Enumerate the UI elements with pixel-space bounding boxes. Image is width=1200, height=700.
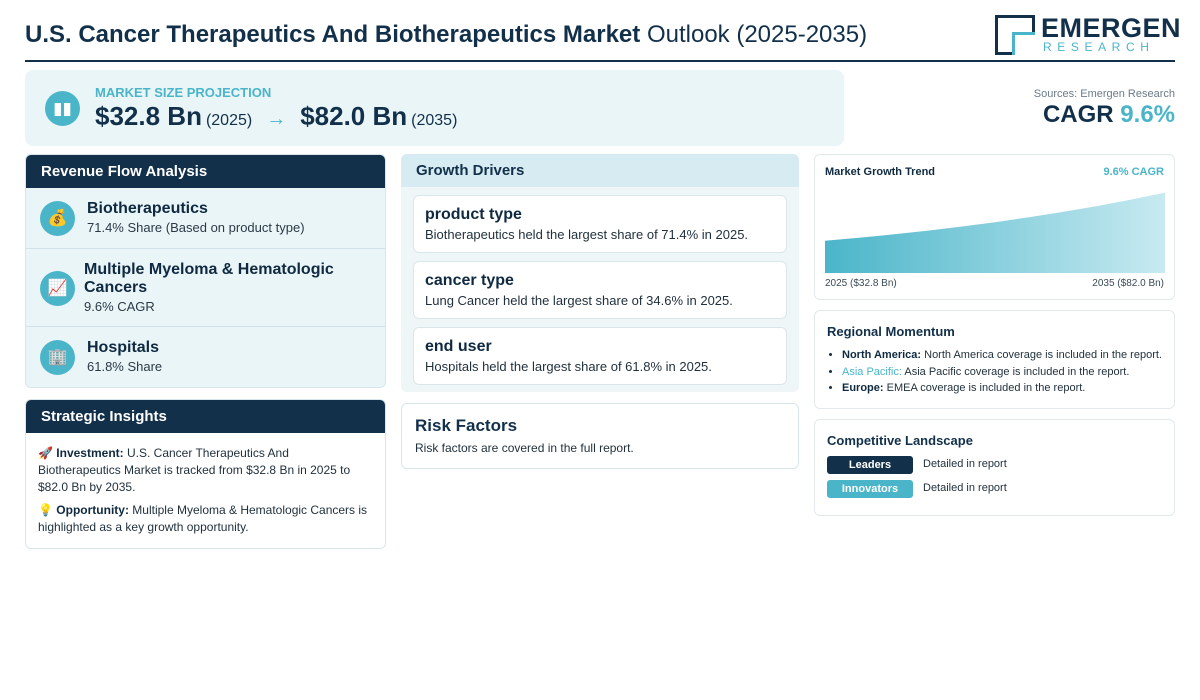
cagr-value: 9.6% (1120, 101, 1175, 128)
revenue-item-title: Hospitals (87, 339, 160, 356)
strategic-insights-body: 🚀 Investment: U.S. Cancer Therapeutics A… (26, 433, 385, 548)
sources-text: Sources: Emergen Research (1033, 88, 1175, 100)
risk-factors-title: Risk Factors (415, 416, 518, 435)
driver-item: end user Hospitals held the largest shar… (413, 327, 787, 385)
regional-momentum-card: Regional Momentum North America: North A… (814, 310, 1175, 409)
strategic-insights-card: Strategic Insights 🚀 Investment: U.S. Ca… (25, 399, 386, 549)
money-bag-icon: 💰 (40, 201, 75, 236)
region-item: North America: North America coverage is… (842, 347, 1162, 364)
innovators-badge: Innovators (827, 480, 913, 498)
revenue-item: 📈 Multiple Myeloma & Hematologic Cancers… (26, 249, 385, 327)
trend-end-label: 2035 ($82.0 Bn) (1092, 278, 1164, 289)
region-name: Europe: (842, 382, 884, 394)
market-growth-trend-card: Market Growth Trend 9.6% CAGR 2025 ($32.… (814, 154, 1175, 300)
revenue-flow-title: Revenue Flow Analysis (26, 155, 385, 188)
competitive-row-text: Detailed in report (923, 482, 1007, 494)
logo-mark-icon (995, 15, 1035, 55)
competitive-landscape-title: Competitive Landscape (827, 433, 973, 448)
trend-area-chart (825, 192, 1165, 273)
revenue-item-title: Biotherapeutics (87, 200, 208, 217)
regional-list: North America: North America coverage is… (842, 347, 1162, 397)
driver-text: Biotherapeutics held the largest share o… (425, 227, 749, 242)
lightbulb-icon: 💡 (38, 503, 53, 517)
cagr-headline: CAGR 9.6% (1034, 101, 1175, 129)
revenue-item-title: Multiple Myeloma & Hematologic Cancers (84, 261, 334, 296)
logo-subtitle: RESEARCH (1043, 40, 1155, 54)
projection-end-year: (2035) (411, 112, 458, 129)
region-text: North America coverage is included in th… (924, 349, 1162, 361)
driver-item: product type Biotherapeutics held the la… (413, 195, 787, 253)
driver-title: end user (425, 338, 492, 355)
cagr-summary: Sources: Emergen Research CAGR 9.6% (1034, 88, 1175, 129)
region-item: Asia Pacific: Asia Pacific coverage is i… (842, 364, 1162, 381)
region-text: EMEA coverage is included in the report. (886, 382, 1086, 394)
growth-drivers-card: Growth Drivers product type Biotherapeut… (401, 154, 799, 392)
trend-chart-icon: 📈 (40, 271, 75, 306)
market-size-projection: ▮▮ MARKET SIZE PROJECTION $32.8 Bn (2025)… (25, 70, 844, 146)
driver-item: cancer type Lung Cancer held the largest… (413, 261, 787, 319)
page-header: U.S. Cancer Therapeutics And Biotherapeu… (25, 12, 1181, 62)
projection-values: $32.8 Bn (2025) → $82.0 Bn (2035) (95, 101, 457, 132)
investment-label: Investment: (56, 446, 124, 460)
bar-chart-icon: ▮▮ (45, 91, 80, 126)
projection-label: MARKET SIZE PROJECTION (95, 85, 272, 100)
driver-title: product type (425, 206, 522, 223)
region-name: North America: (842, 349, 922, 361)
revenue-item-sub: 71.4% Share (Based on product type) (87, 220, 305, 235)
leaders-badge: Leaders (827, 456, 913, 474)
revenue-item-sub: 9.6% CAGR (84, 299, 155, 314)
investment-insight: 🚀 Investment: U.S. Cancer Therapeutics A… (38, 445, 373, 496)
competitive-row-text: Detailed in report (923, 458, 1007, 470)
revenue-item: 💰 Biotherapeutics 71.4% Share (Based on … (26, 188, 385, 249)
region-text: Asia Pacific coverage is included in the… (904, 365, 1130, 378)
competitive-landscape-card: Competitive Landscape Leaders Detailed i… (814, 419, 1175, 516)
revenue-item-sub: 61.8% Share (87, 359, 163, 374)
opportunity-text: Multiple Myeloma & Hematologic Cancers i… (38, 503, 368, 534)
region-name: Asia Pacific: (842, 365, 902, 378)
revenue-item: 🏢 Hospitals 61.8% Share (26, 327, 385, 387)
emergen-logo: EMERGEN RESEARCH (995, 13, 1181, 56)
strategic-insights-title: Strategic Insights (26, 400, 385, 433)
risk-factors-card: Risk Factors Risk factors are covered in… (401, 403, 799, 469)
opportunity-label: Opportunity: (56, 503, 129, 517)
page-title: U.S. Cancer Therapeutics And Biotherapeu… (25, 21, 867, 49)
page-title-rest: Outlook (2025-2035) (646, 21, 868, 48)
page-title-strong: U.S. Cancer Therapeutics And Biotherapeu… (25, 21, 641, 48)
risk-factors-text: Risk factors are covered in the full rep… (415, 441, 634, 455)
cagr-label: CAGR (1042, 101, 1114, 128)
growth-drivers-title: Growth Drivers (401, 154, 799, 187)
rocket-icon: 🚀 (38, 446, 53, 460)
trend-cagr: 9.6% CAGR (1103, 166, 1164, 178)
projection-end-value: $82.0 Bn (300, 101, 408, 131)
trend-title: Market Growth Trend (825, 166, 936, 178)
regional-momentum-title: Regional Momentum (827, 324, 955, 339)
trend-start-label: 2025 ($32.8 Bn) (825, 278, 897, 289)
investment-text: U.S. Cancer Therapeutics And Biotherapeu… (38, 446, 351, 494)
driver-title: cancer type (425, 272, 514, 289)
driver-text: Lung Cancer held the largest share of 34… (425, 293, 733, 308)
arrow-right-icon: → (266, 108, 287, 130)
logo-name: EMERGEN (1041, 13, 1182, 43)
projection-start-value: $32.8 Bn (95, 101, 202, 131)
building-icon: 🏢 (40, 340, 75, 375)
opportunity-insight: 💡 Opportunity: Multiple Myeloma & Hemato… (38, 502, 373, 536)
projection-start-year: (2025) (205, 112, 253, 129)
revenue-flow-card: Revenue Flow Analysis 💰 Biotherapeutics … (25, 154, 386, 388)
trend-area-series (825, 192, 1165, 273)
region-item: Europe: EMEA coverage is included in the… (842, 380, 1162, 397)
driver-text: Hospitals held the largest share of 61.8… (425, 359, 712, 374)
